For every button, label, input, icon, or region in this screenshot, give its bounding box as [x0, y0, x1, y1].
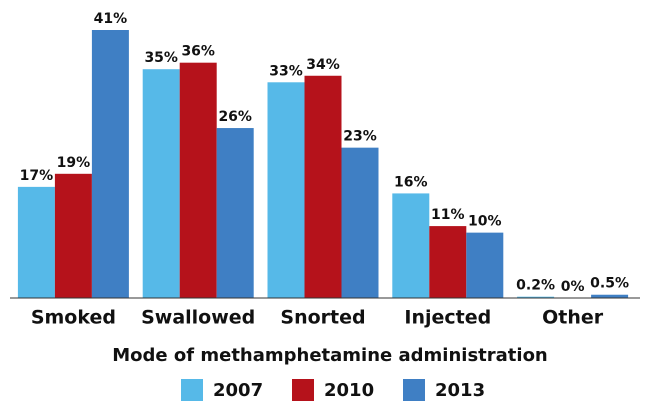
value-label: 41% — [94, 11, 128, 27]
x-axis-label: Mode of methamphetamine administration — [112, 345, 548, 366]
bar — [304, 75, 342, 298]
legend-label: 2010 — [324, 380, 374, 401]
bar — [142, 69, 180, 298]
value-label: 11% — [431, 207, 465, 223]
bar — [341, 147, 379, 298]
x-tick-label: Swallowed — [141, 307, 255, 329]
value-label: 35% — [144, 50, 178, 66]
bar — [591, 294, 629, 298]
bar — [91, 30, 129, 298]
legend-label: 2007 — [213, 380, 263, 401]
bar — [466, 232, 504, 298]
value-label: 26% — [218, 109, 252, 125]
bar — [179, 62, 217, 299]
value-label: 10% — [468, 214, 502, 230]
value-label: 0.5% — [590, 276, 629, 292]
x-tick-label: Smoked — [31, 307, 116, 329]
legend-swatch — [403, 379, 425, 401]
value-label: 33% — [269, 63, 303, 79]
legend-swatch — [292, 379, 314, 401]
value-label: 0.2% — [516, 278, 555, 294]
x-tick-label: Injected — [404, 307, 491, 329]
value-label: 17% — [20, 168, 54, 184]
x-tick-label: Snorted — [280, 307, 365, 329]
bar — [429, 226, 467, 298]
value-label: 23% — [343, 129, 377, 145]
bar — [267, 82, 305, 298]
value-label: 0% — [561, 279, 585, 295]
value-label: 34% — [306, 57, 340, 73]
bar — [392, 193, 430, 298]
bar — [517, 296, 555, 298]
value-label: 19% — [57, 155, 91, 171]
value-label: 36% — [181, 44, 215, 60]
bar — [17, 186, 55, 298]
legend-label: 2013 — [435, 380, 485, 401]
x-tick-label: Other — [542, 307, 604, 329]
value-label: 16% — [394, 174, 428, 190]
bar — [216, 128, 254, 298]
bar — [54, 173, 92, 298]
legend-swatch — [181, 379, 203, 401]
